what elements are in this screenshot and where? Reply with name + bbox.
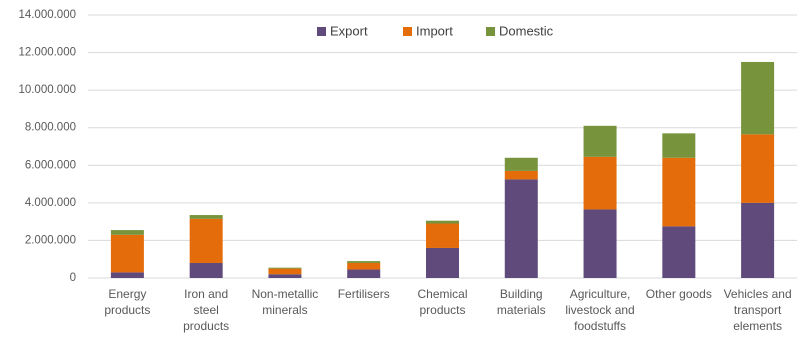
bar-segment <box>189 215 223 219</box>
x-tick-label-box: Non-metallic minerals <box>251 287 319 317</box>
y-tick-label: 0 <box>70 272 76 284</box>
legend-label: Export <box>330 23 368 38</box>
x-tick-label-box: Other goods <box>645 287 712 301</box>
bar-segment <box>347 261 381 263</box>
x-tick-label-box: Agriculture, livestock and foodstuffs <box>565 287 635 333</box>
bar-segment <box>583 209 617 278</box>
bar-segment <box>662 157 696 227</box>
x-tick-label-box: Vehicles and transport elements <box>723 287 792 333</box>
bar-segment <box>110 234 144 273</box>
legend-swatch <box>317 27 326 36</box>
bar-segment <box>426 223 459 248</box>
bar-segment <box>662 226 696 278</box>
bar-segment <box>268 274 302 278</box>
x-tick-label: Fertilisers <box>337 287 390 301</box>
bar-segment <box>347 269 381 278</box>
bar-segment <box>504 157 538 171</box>
y-tick-label: 2.000.000 <box>25 234 76 246</box>
y-tick-label: 10.000.000 <box>18 84 76 96</box>
x-tick-label: Iron and steel products <box>183 287 230 333</box>
bar-segment <box>662 133 696 158</box>
y-tick-label: 14.000.000 <box>18 9 76 21</box>
bar-segment <box>268 267 302 269</box>
bar-segment <box>189 218 223 263</box>
y-tick-label: 4.000.000 <box>25 197 76 209</box>
bar-segment <box>189 262 223 278</box>
x-tick-label: Building materials <box>496 287 546 317</box>
legend-label: Import <box>416 23 453 38</box>
y-tick-label: 6.000.000 <box>25 159 76 171</box>
bar-segment <box>583 156 617 210</box>
x-tick-label: Other goods <box>645 287 712 301</box>
legend-label: Domestic <box>499 23 554 38</box>
x-tick-label-box: Energy products <box>104 287 151 317</box>
x-tick-label: Energy products <box>104 287 151 317</box>
y-tick-label: 8.000.000 <box>25 122 76 134</box>
legend-swatch <box>486 27 495 36</box>
x-tick-label: Vehicles and transport elements <box>723 287 792 333</box>
bar-segment <box>347 262 381 270</box>
x-tick-label: Non-metallic minerals <box>251 287 319 317</box>
bar-segment <box>741 134 775 203</box>
bar-segment <box>741 202 775 278</box>
x-tick-label-box: Fertilisers <box>337 287 390 301</box>
bar-segment <box>268 268 302 275</box>
x-tick-label-box: Chemical products <box>417 287 468 317</box>
x-tick-label: Agriculture, livestock and foodstuffs <box>565 287 635 333</box>
bar-segment <box>741 61 775 135</box>
x-tick-label-box: Iron and steel products <box>183 287 230 333</box>
bar-segment <box>426 247 459 278</box>
bar-segment <box>110 230 144 235</box>
bar-segment <box>504 179 538 278</box>
x-tick-label: Chemical products <box>417 287 468 317</box>
y-tick-label: 12.000.000 <box>18 47 76 59</box>
bar-segment <box>426 220 459 224</box>
legend-swatch <box>403 27 412 36</box>
x-tick-label-box: Building materials <box>496 287 546 317</box>
bar-segment <box>110 272 144 278</box>
bar-segment <box>504 170 538 180</box>
bar-segment <box>583 125 617 157</box>
